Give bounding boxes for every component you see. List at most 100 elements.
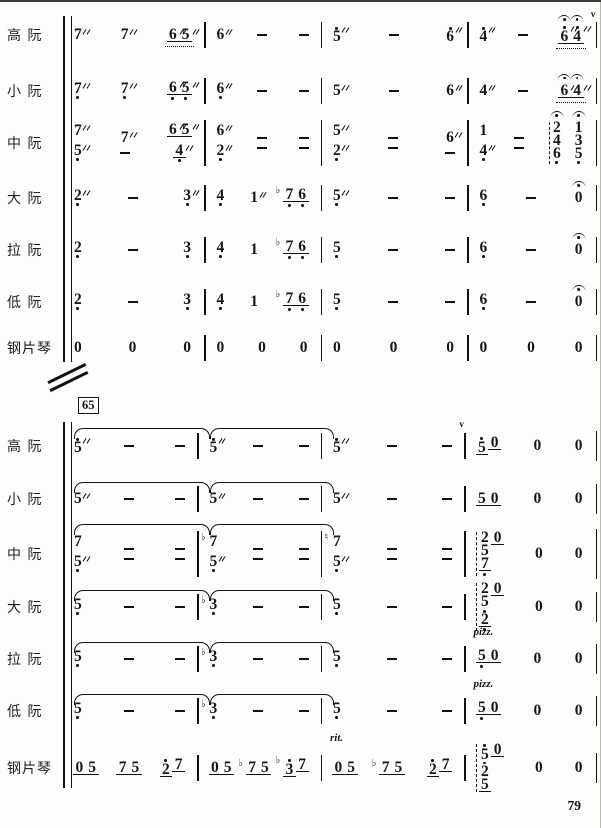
dash-rest (123, 558, 134, 561)
pitch-digit: 0 (535, 759, 543, 776)
barline (464, 486, 466, 512)
note: 5 (73, 143, 91, 162)
beamed-pair: ♭ 3 7 (276, 756, 309, 777)
pitch-digit: 0 (533, 490, 542, 507)
note: 5 (85, 759, 99, 775)
measure: 0 5 ♭ 7 5 ♭ 3 7 (199, 746, 321, 790)
dash-rest (123, 657, 134, 661)
fermata-icon (572, 285, 586, 292)
note: 5 (344, 759, 358, 775)
pitch-digit: 7 (172, 757, 185, 773)
dash-rest (175, 709, 185, 713)
note: 0 (488, 648, 501, 664)
pitch-digit: 5 (74, 699, 82, 717)
dotted-line (556, 47, 586, 49)
pitch-digit: 5 (333, 490, 341, 507)
dash-rest (386, 558, 397, 561)
octave-dot (483, 572, 487, 576)
dash-rest (256, 147, 267, 150)
pitch-digit: 0 (333, 339, 341, 356)
beamed-pair: ♭ 7 6 (276, 238, 309, 259)
barline (467, 22, 469, 48)
two-voice (298, 547, 309, 561)
dash-rest (256, 89, 267, 93)
measure: 5 (322, 640, 464, 678)
fermata-icon (557, 15, 571, 22)
dash-rest (518, 89, 529, 93)
dash-rest (253, 497, 264, 501)
note: 0 (572, 285, 586, 309)
pitch-digit: 5 (333, 82, 341, 99)
staff-row: 拉 阮 5 ♭ 3 5 pizz. 5 0 0 0 (0, 627, 601, 678)
dash-rest (123, 497, 134, 501)
note: 0 (533, 703, 543, 719)
note: 0 (533, 490, 543, 507)
beamed-pair: ♭ 7 6 (276, 186, 309, 207)
pitch-digit: 7 (120, 79, 129, 97)
pitch-digit: 5 (333, 28, 341, 46)
slur-arc (209, 428, 334, 439)
measure: 5 (199, 426, 334, 466)
dash-rest (175, 547, 185, 550)
note: 7 (120, 27, 138, 42)
note: 5 (332, 490, 350, 507)
pitch-digit: 0 (479, 339, 488, 356)
note: 0 (299, 339, 309, 356)
note: 0 (574, 760, 584, 776)
pitch-digit: 6 (216, 26, 225, 43)
dash-rest (298, 657, 309, 661)
note: 7 (295, 757, 309, 773)
staff-music: 2 3 4 1 ♭ 7 6 5 6 0 (63, 232, 598, 268)
note: 5 (332, 292, 342, 311)
pitch-digit: 0 (299, 339, 308, 356)
two-voice (256, 136, 267, 150)
barline (320, 335, 322, 361)
measure: 6 (206, 72, 321, 110)
system-opening-barline (63, 16, 72, 362)
pitch-digit: 6 (446, 28, 454, 46)
dash-rest (253, 657, 264, 661)
barline (464, 433, 466, 459)
tremolo-icon (341, 26, 351, 34)
tremolo-icon (455, 26, 464, 34)
dash-rest (253, 558, 264, 561)
staff-row: 大 阮 2 3 4 1 ♭ 7 6 5 6 0 (0, 180, 601, 216)
tremolo-icon (218, 555, 227, 563)
dash-rest (175, 657, 185, 661)
note: ♭ 3 (201, 647, 219, 668)
fermata-icon (572, 181, 586, 188)
measure: 5 (322, 180, 467, 216)
tremolo-icon (192, 28, 201, 36)
measure: 5 (322, 232, 467, 268)
note: 7 (478, 556, 492, 576)
pitch-digit: 7 (439, 757, 452, 773)
accidental: ♭ (201, 531, 206, 543)
note: 0 (332, 339, 342, 356)
accidental: ♭ (371, 757, 377, 769)
octave-dot (123, 96, 127, 100)
pitch-digit: 5 (333, 647, 341, 665)
pitch-digit: 5 (129, 759, 142, 775)
note: ♭ 3 (276, 756, 296, 777)
pitch-digit: 0 (574, 545, 583, 562)
pitch-digit: 0 (574, 598, 583, 615)
note: 2 (73, 292, 83, 311)
staff-music: 5 ♭ 3 5 pizz. 5 0 0 0 (63, 679, 601, 730)
measure: 5 (63, 480, 210, 518)
note: 1 (572, 110, 586, 135)
slur-arc (74, 694, 210, 705)
tremolo-icon (225, 144, 234, 152)
barline (197, 433, 199, 459)
measure: pizz. 5 0 0 0 (466, 679, 596, 730)
dash-rest (513, 147, 524, 150)
note: 5 (129, 759, 142, 775)
